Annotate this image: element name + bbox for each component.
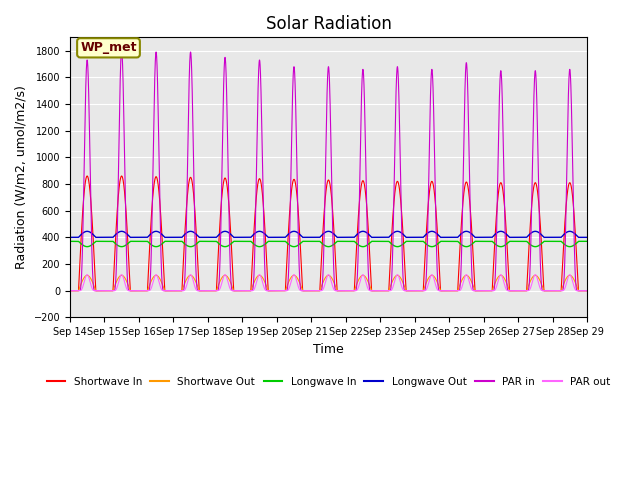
Longwave Out [253,229,261,235]
Longwave In [255,244,263,250]
Longwave In [372,239,380,244]
Shortwave Out [253,274,261,280]
Shortwave Out [66,288,74,294]
PAR out [395,273,403,279]
Legend: Shortwave In, Shortwave Out, Longwave In, Longwave Out, PAR in, PAR out: Shortwave In, Shortwave Out, Longwave In… [42,373,614,391]
Shortwave In [395,180,403,186]
PAR out [477,288,484,294]
PAR in [583,288,591,294]
Line: PAR in: PAR in [70,51,587,291]
Line: Shortwave In: Shortwave In [70,176,587,291]
Longwave In [395,244,403,250]
Shortwave In [372,288,380,294]
PAR in [477,288,484,294]
Shortwave Out [395,273,403,278]
Shortwave Out [255,273,263,278]
Title: Solar Radiation: Solar Radiation [266,15,392,33]
Longwave In [253,243,261,249]
PAR in [449,288,457,294]
Line: Shortwave Out: Shortwave Out [70,276,587,291]
Longwave Out [583,234,591,240]
Shortwave In [449,288,457,294]
Longwave In [66,239,74,244]
Shortwave In [66,288,74,294]
PAR in [253,127,261,133]
PAR out [372,288,380,294]
Shortwave Out [477,288,484,294]
PAR out [583,288,591,294]
Shortwave Out [449,288,457,294]
PAR out [449,288,457,294]
Shortwave Out [372,288,380,294]
PAR in [118,48,125,54]
Shortwave In [118,173,125,179]
Longwave Out [395,228,403,234]
PAR out [253,277,261,283]
Longwave In [583,239,591,244]
Longwave Out [372,234,380,240]
Shortwave Out [92,288,100,294]
Longwave In [477,239,484,244]
Longwave Out [255,228,263,234]
Shortwave In [477,288,484,294]
Text: WP_met: WP_met [80,41,137,54]
Longwave Out [477,234,484,240]
PAR in [395,81,403,86]
Shortwave In [92,288,100,294]
Line: PAR out: PAR out [70,275,587,291]
Line: Longwave In: Longwave In [70,241,587,247]
Longwave Out [92,234,100,240]
Longwave Out [449,234,457,240]
PAR in [372,288,380,294]
Shortwave In [253,186,261,192]
PAR in [66,288,74,294]
Line: Longwave Out: Longwave Out [70,231,587,237]
Shortwave In [583,288,591,294]
PAR in [92,288,100,294]
PAR out [92,288,100,294]
Longwave Out [66,234,74,240]
Y-axis label: Radiation (W/m2, umol/m2/s): Radiation (W/m2, umol/m2/s) [15,85,28,269]
Longwave In [449,239,457,244]
Longwave In [92,239,100,244]
X-axis label: Time: Time [313,343,344,356]
Shortwave Out [583,288,591,294]
PAR out [66,288,74,294]
PAR out [255,272,263,277]
